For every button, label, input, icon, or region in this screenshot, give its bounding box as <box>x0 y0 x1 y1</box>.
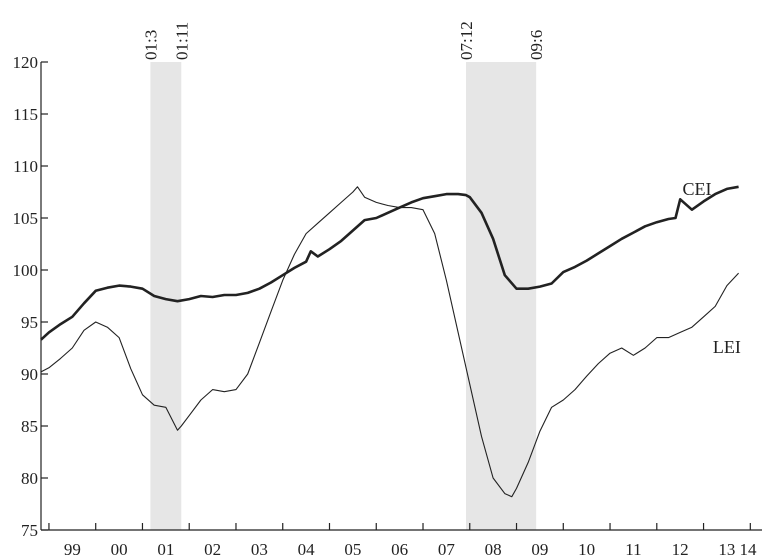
x-tick-label: 10 <box>578 540 595 559</box>
y-tick-label: 115 <box>13 105 38 124</box>
x-tick-label: 99 <box>64 540 81 559</box>
y-tick-label: 100 <box>13 261 39 280</box>
y-tick-label: 110 <box>13 157 38 176</box>
recession-band-2 <box>466 62 537 530</box>
x-tick-label: 04 <box>298 540 316 559</box>
recession-start-label: 01:3 <box>141 30 160 60</box>
series-line-cei <box>40 185 739 341</box>
axes: 75 80 85 90 95 100 105 110 115 120 99 00 01 02 03 04 05 0… <box>13 53 762 559</box>
x-tick-label: 00 <box>111 540 128 559</box>
y-tick-label: 90 <box>21 365 38 384</box>
x-tick-label: 01 <box>157 540 174 559</box>
y-tick-label: 75 <box>21 521 38 540</box>
recession-end-label: 09:6 <box>527 30 546 60</box>
recession-start-label: 07:12 <box>457 21 476 60</box>
y-tick-label: 120 <box>13 53 39 72</box>
x-tick-label: 12 <box>672 540 689 559</box>
series-lines <box>40 185 740 498</box>
recession-bands <box>150 62 537 530</box>
y-tick-label: 85 <box>21 417 38 436</box>
x-tick-label: 14 <box>740 540 758 559</box>
series-label-cei: CEI <box>683 179 712 199</box>
recession-end-label: 01:11 <box>172 22 191 60</box>
x-tick-label: 05 <box>344 540 361 559</box>
x-tick-label: 09 <box>531 540 548 559</box>
x-tick-label: 02 <box>204 540 221 559</box>
x-tick-label: 13 <box>718 540 735 559</box>
x-tick-label: 08 <box>485 540 502 559</box>
labels: 01:3 01:11 07:12 09:6 CEI LEI <box>141 21 740 357</box>
x-tick-label: 07 <box>438 540 456 559</box>
y-tick-label: 105 <box>13 209 39 228</box>
x-tick-label: 11 <box>625 540 641 559</box>
y-tick-label: 80 <box>21 469 38 488</box>
x-tick-label: 03 <box>251 540 268 559</box>
y-tick-label: 95 <box>21 313 38 332</box>
x-tick-label: 06 <box>391 540 408 559</box>
series-label-lei: LEI <box>713 337 741 357</box>
series-line-lei <box>40 186 740 498</box>
